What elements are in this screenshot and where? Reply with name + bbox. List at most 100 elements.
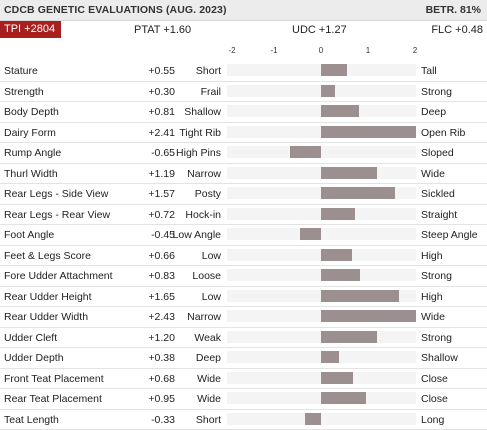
trait-low-label: Wide: [197, 393, 221, 405]
trait-name: Rear Udder Height: [4, 291, 92, 303]
trait-value-label: +1.57: [148, 188, 175, 200]
trait-value-label: -0.65: [151, 147, 175, 159]
trait-high-label: Strong: [421, 86, 452, 98]
trait-low-label: High Pins: [176, 147, 221, 159]
trait-high-label: Steep Angle: [421, 229, 478, 241]
trait-high-label: Sloped: [421, 147, 454, 159]
trait-value-label: +0.66: [148, 250, 175, 262]
trait-name: Rear Legs - Rear View: [4, 209, 110, 221]
trait-name: Stature: [4, 65, 38, 77]
bar-track: [227, 413, 416, 425]
trait-value-label: +0.95: [148, 393, 175, 405]
x-tick-label: -2: [228, 46, 235, 55]
trait-low-label: Posty: [195, 188, 221, 200]
trait-value-label: +0.38: [148, 352, 175, 364]
trait-high-label: Shallow: [421, 352, 458, 364]
page-title: CDCB GENETIC EVALUATIONS (AUG. 2023): [4, 4, 227, 16]
trait-value-label: +0.72: [148, 209, 175, 221]
trait-value-label: +0.83: [148, 270, 175, 282]
trait-name: Dairy Form: [4, 127, 56, 139]
trait-low-label: Low: [202, 291, 221, 303]
trait-value-label: -0.45: [151, 229, 175, 241]
trait-low-label: Weak: [194, 332, 221, 344]
trait-row: Dairy Form +2.41 Tight Rib Open Rib: [0, 123, 487, 144]
trait-name: Foot Angle: [4, 229, 54, 241]
reliability-label: BETR. 81%: [426, 4, 481, 16]
trait-low-label: Tight Rib: [179, 127, 221, 139]
trait-bar: [321, 208, 355, 220]
trait-bar: [321, 290, 399, 302]
trait-high-label: Close: [421, 393, 448, 405]
trait-name: Front Teat Placement: [4, 373, 104, 385]
trait-high-label: High: [421, 250, 443, 262]
trait-row: Udder Cleft +1.20 Weak Strong: [0, 328, 487, 349]
trait-low-label: Hock-in: [185, 209, 221, 221]
trait-bar: [321, 392, 366, 404]
x-tick-label: 1: [366, 46, 370, 55]
trait-low-label: Low: [202, 250, 221, 262]
trait-bar: [321, 351, 339, 363]
trait-high-label: High: [421, 291, 443, 303]
trait-name: Rump Angle: [4, 147, 61, 159]
trait-bar: [321, 269, 360, 281]
trait-low-label: Narrow: [187, 311, 221, 323]
trait-low-label: Short: [196, 65, 221, 77]
trait-row: Rear Teat Placement +0.95 Wide Close: [0, 389, 487, 410]
trait-bar: [321, 85, 335, 97]
trait-bar: [321, 126, 416, 138]
trait-high-label: Long: [421, 414, 444, 426]
trait-high-label: Straight: [421, 209, 457, 221]
trait-low-label: Low Angle: [173, 229, 221, 241]
header-bar: CDCB GENETIC EVALUATIONS (AUG. 2023) BET…: [0, 0, 487, 21]
trait-value-label: +2.41: [148, 127, 175, 139]
trait-name: Udder Cleft: [4, 332, 57, 344]
trait-value-label: +2.43: [148, 311, 175, 323]
trait-low-label: Frail: [201, 86, 221, 98]
trait-value-label: +0.30: [148, 86, 175, 98]
trait-low-label: Wide: [197, 373, 221, 385]
trait-high-label: Open Rib: [421, 127, 465, 139]
trait-name: Fore Udder Attachment: [4, 270, 113, 282]
trait-bar: [305, 413, 321, 425]
ptat-value: PTAT +1.60: [134, 24, 191, 36]
flc-value: FLC +0.48: [431, 24, 483, 36]
trait-bar: [321, 331, 377, 343]
trait-name: Udder Depth: [4, 352, 64, 364]
trait-value-label: +0.68: [148, 373, 175, 385]
trait-value-label: +1.19: [148, 168, 175, 180]
trait-name: Rear Teat Placement: [4, 393, 102, 405]
trait-high-label: Close: [421, 373, 448, 385]
trait-value-label: -0.33: [151, 414, 175, 426]
trait-high-label: Sickled: [421, 188, 455, 200]
trait-low-label: Shallow: [184, 106, 221, 118]
trait-row: Front Teat Placement +0.68 Wide Close: [0, 369, 487, 390]
trait-bar: [321, 105, 359, 117]
trait-bar: [321, 310, 416, 322]
tpi-badge: TPI +2804: [0, 21, 61, 38]
trait-bar: [321, 249, 352, 261]
trait-bar: [321, 187, 395, 199]
trait-name: Rear Udder Width: [4, 311, 88, 323]
trait-low-label: Deep: [196, 352, 221, 364]
trait-value-label: +1.20: [148, 332, 175, 344]
trait-bar: [321, 167, 377, 179]
trait-low-label: Short: [196, 414, 221, 426]
trait-high-label: Deep: [421, 106, 446, 118]
trait-high-label: Strong: [421, 332, 452, 344]
x-tick-label: 0: [319, 46, 323, 55]
summary-row: TPI +2804 PTAT +1.60 UDC +1.27 FLC +0.48: [0, 20, 487, 39]
trait-high-label: Strong: [421, 270, 452, 282]
trait-row: Rear Legs - Rear View +0.72 Hock-in Straigh…: [0, 205, 487, 226]
trait-row: Rear Udder Height +1.65 Low High: [0, 287, 487, 308]
trait-value-label: +1.65: [148, 291, 175, 303]
trait-high-label: Wide: [421, 168, 445, 180]
